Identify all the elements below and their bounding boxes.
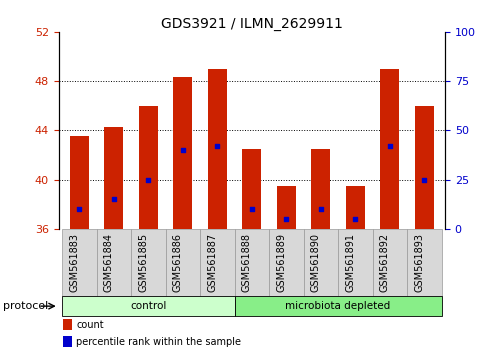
Bar [345,186,364,229]
Title: GDS3921 / ILMN_2629911: GDS3921 / ILMN_2629911 [161,17,342,31]
Point [316,206,324,212]
Bar [104,127,123,229]
FancyBboxPatch shape [200,229,234,296]
FancyBboxPatch shape [234,229,268,296]
Text: GSM561888: GSM561888 [242,233,251,292]
Point [351,216,359,222]
Text: GSM561883: GSM561883 [69,233,79,292]
Bar [242,149,261,229]
Bar [311,149,329,229]
Point [75,206,83,212]
FancyBboxPatch shape [131,229,165,296]
Text: protocol: protocol [3,301,49,311]
Bar [414,106,433,229]
Text: count: count [76,320,103,330]
Point [282,216,290,222]
Text: GSM561891: GSM561891 [345,233,355,292]
Point [385,143,393,149]
Text: GSM561889: GSM561889 [276,233,286,292]
Bar [276,186,295,229]
Text: GSM561892: GSM561892 [379,233,389,292]
Point [144,177,152,182]
Text: GSM561887: GSM561887 [207,233,217,292]
FancyBboxPatch shape [406,229,441,296]
Bar [207,69,226,229]
FancyBboxPatch shape [62,229,97,296]
FancyBboxPatch shape [268,229,303,296]
Bar [62,336,72,347]
Point [110,196,118,202]
Text: GSM561884: GSM561884 [103,233,114,292]
FancyBboxPatch shape [234,296,441,316]
FancyBboxPatch shape [337,229,372,296]
Bar [62,319,72,330]
Point [420,177,427,182]
Bar [139,106,158,229]
FancyBboxPatch shape [303,229,337,296]
FancyBboxPatch shape [372,229,406,296]
Text: microbiota depleted: microbiota depleted [285,301,390,311]
Text: GSM561886: GSM561886 [172,233,183,292]
Text: GSM561885: GSM561885 [138,233,148,292]
Bar [380,69,399,229]
Point [179,147,186,153]
Bar [70,137,89,229]
Point [247,206,255,212]
FancyBboxPatch shape [165,229,200,296]
FancyBboxPatch shape [97,229,131,296]
Text: GSM561890: GSM561890 [310,233,320,292]
Text: control: control [130,301,166,311]
Bar [173,78,192,229]
Point [213,143,221,149]
Text: GSM561893: GSM561893 [413,233,424,292]
FancyBboxPatch shape [62,296,234,316]
Text: percentile rank within the sample: percentile rank within the sample [76,337,241,347]
